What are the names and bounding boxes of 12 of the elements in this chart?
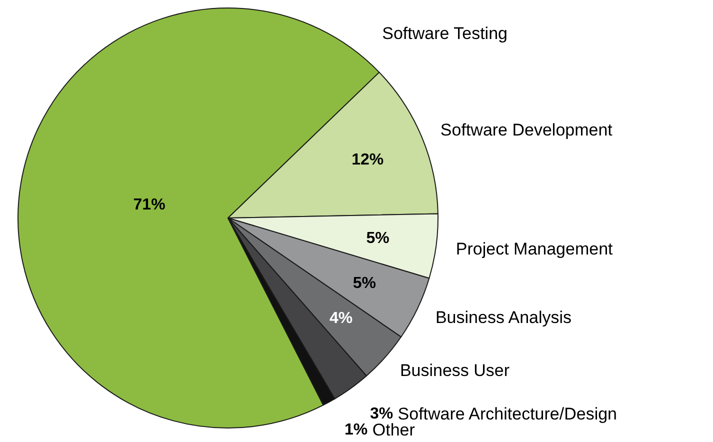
data-label: 5% <box>352 274 376 292</box>
data-label: 1% <box>344 422 368 439</box>
data-label: 71% <box>133 196 166 214</box>
slice-label: Project Management <box>456 240 614 259</box>
data-label: 4% <box>329 310 353 327</box>
slice-label: Software Development <box>440 120 613 140</box>
data-label: 12% <box>352 152 384 169</box>
slice-label: Software Testing <box>382 24 508 43</box>
slice-label: Business Analysis <box>435 308 572 327</box>
data-label: 3% <box>370 406 394 423</box>
slice-label: Business User <box>400 361 510 380</box>
data-label: 5% <box>366 230 390 247</box>
